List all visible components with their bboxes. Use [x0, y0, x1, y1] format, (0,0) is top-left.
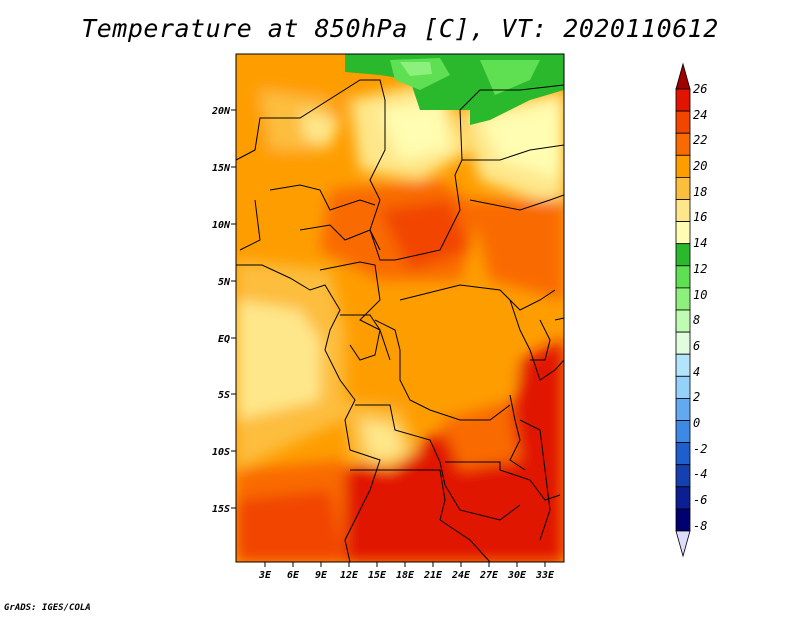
colorbar-labels: 26 24 22 20 18 16 14 12 10 8 6 4 2 0 -2 … [693, 82, 707, 533]
lat-label: 10N [212, 220, 231, 231]
lon-label: 18E [396, 570, 415, 581]
colorbar-segment [675, 154, 691, 178]
lon-label: 15E [368, 570, 387, 581]
colorbar-label: -2 [693, 442, 707, 456]
grads-credit: GrADS: IGES/COLA [4, 603, 91, 613]
colorbar-segment [675, 486, 691, 510]
colorbar-segment [675, 287, 691, 311]
colorbar-segment [675, 88, 691, 112]
colorbar-label: 6 [693, 339, 700, 353]
lon-label: 33E [535, 570, 555, 581]
map-frame [235, 53, 565, 563]
colorbar-label: -4 [693, 467, 707, 481]
colorbar-segment [675, 176, 691, 200]
colorbar-label: 8 [693, 313, 700, 327]
lat-label: 5S [218, 390, 230, 401]
map-title: Temperature at 850hPa [C], VT: 202011061… [81, 14, 719, 43]
colorbar-bottom-arrow [675, 530, 691, 558]
lat-label: 15N [212, 163, 231, 174]
temperature-field [236, 54, 564, 562]
colorbar-label: -8 [693, 519, 707, 533]
colorbar-segment [675, 110, 691, 134]
longitude-axis [264, 562, 546, 567]
lon-label: 6E [287, 570, 300, 581]
colorbar-top-arrow [675, 62, 691, 90]
colorbar-segment [675, 265, 691, 289]
colorbar-segment [675, 420, 691, 444]
colorbar-segment [675, 508, 691, 532]
colorbar-label: 24 [693, 108, 707, 122]
latitude-axis [231, 109, 236, 509]
colorbar-label: 18 [693, 185, 707, 199]
lon-label: 3E [258, 570, 272, 581]
lon-label: 21E [423, 570, 443, 581]
colorbar-label: 22 [693, 133, 707, 147]
colorbar-label: 14 [693, 236, 707, 250]
colorbar-segment [675, 375, 691, 399]
colorbar-segment [675, 353, 691, 377]
colorbar-segment [675, 199, 691, 223]
colorbar-segment [675, 132, 691, 156]
colorbar-segment [675, 309, 691, 333]
lon-label: 24E [451, 570, 471, 581]
colorbar-label: 0 [693, 416, 700, 430]
colorbar-segment [675, 442, 691, 466]
colorbar-label: 10 [693, 288, 707, 302]
lon-label: 27E [479, 570, 499, 581]
lat-label: 15S [212, 504, 230, 515]
colorbar-label: 20 [693, 159, 707, 173]
country-borders [236, 79, 564, 562]
colorbar-segment [675, 397, 691, 421]
colorbar-label: 12 [693, 262, 707, 276]
lat-label: 20N [211, 106, 231, 117]
colorbar-segment [675, 243, 691, 267]
lon-label: 12E [340, 570, 359, 581]
lat-label: 10S [212, 447, 230, 458]
colorbar-label: 16 [693, 210, 707, 224]
lon-label: 30E [507, 570, 527, 581]
colorbar-segment [675, 464, 691, 488]
colorbar [675, 62, 691, 558]
colorbar-label: 26 [693, 82, 707, 96]
lat-label: EQ [218, 334, 230, 345]
colorbar-segment [675, 331, 691, 355]
lat-label: 5N [218, 277, 231, 288]
colorbar-label: 4 [693, 365, 700, 379]
colorbar-segment [675, 221, 691, 245]
colorbar-label: 2 [693, 390, 700, 404]
colorbar-label: -6 [693, 493, 707, 507]
lon-label: 9E [315, 570, 328, 581]
